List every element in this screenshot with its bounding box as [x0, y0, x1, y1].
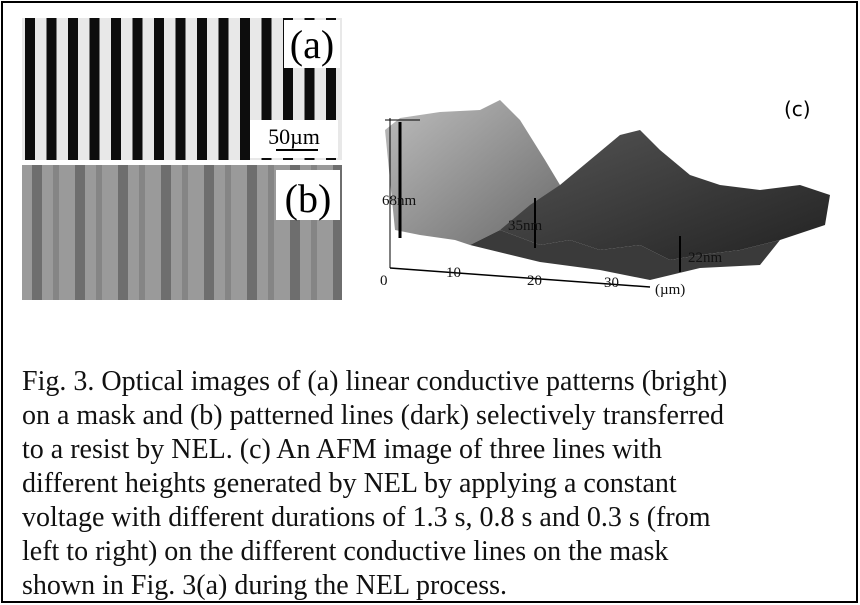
axis-tick-label: 10: [446, 265, 461, 281]
caption: Fig. 3. Optical images of (a) linear con…: [22, 366, 727, 601]
figure: (a) 50µm (b) (c) 68nm 35nm 22nm 0 10 20 …: [0, 0, 860, 605]
height-label: 22nm: [688, 250, 723, 266]
axis-tick-label: 20: [527, 273, 542, 289]
panel-label: (a): [290, 22, 334, 67]
panel-label: (b): [285, 176, 332, 221]
axis-tick-label: 30: [604, 275, 619, 291]
caption-line: to a resist by NEL. (c) An AFM image of …: [22, 434, 662, 465]
caption-line: Fig. 3. Optical images of (a) linear con…: [22, 366, 727, 397]
caption-line: different heights generated by NEL by ap…: [22, 468, 677, 499]
caption-line: on a mask and (b) patterned lines (dark)…: [22, 400, 724, 431]
axis-unit: (µm): [655, 282, 685, 298]
caption-line: shown in Fig. 3(a) during the NEL proces…: [22, 570, 507, 601]
caption-line: left to right) on the different conducti…: [22, 536, 668, 567]
height-label: 35nm: [508, 218, 543, 234]
scale-bar-label: 50µm: [268, 124, 320, 149]
axis-tick-label: 0: [380, 273, 388, 289]
height-label: 68nm: [382, 193, 417, 209]
panel-label: (c): [784, 97, 811, 121]
caption-line: voltage with different durations of 1.3 …: [22, 502, 711, 533]
